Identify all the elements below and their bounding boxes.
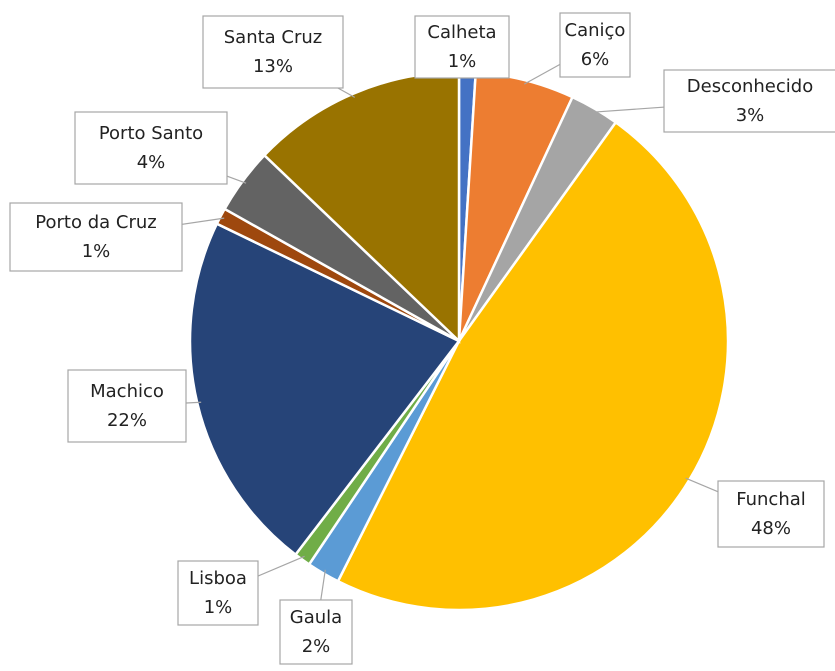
label-box <box>414 15 510 79</box>
label-box <box>663 69 835 133</box>
category-label: Gaula <box>290 607 342 628</box>
value-label: 22% <box>107 410 147 431</box>
category-label: Lisboa <box>189 568 247 589</box>
label-box <box>559 12 631 78</box>
slice <box>188 222 461 557</box>
value-label: 3% <box>736 105 765 126</box>
value-label: 48% <box>751 518 791 539</box>
value-label: 4% <box>137 152 166 173</box>
label-box <box>279 599 353 665</box>
category-label: Machico <box>90 381 164 402</box>
category-label: Caniço <box>565 20 626 41</box>
label-box <box>74 111 228 185</box>
category-label: Santa Cruz <box>224 27 323 48</box>
value-label: 6% <box>581 49 610 70</box>
data-label: Machico 22% <box>67 369 187 443</box>
category-label: Calheta <box>427 22 496 43</box>
value-label: 1% <box>448 51 477 72</box>
category-label: Porto da Cruz <box>35 212 156 233</box>
category-label: Desconhecido <box>687 76 813 97</box>
data-label: Desconhecido 3% <box>663 69 835 133</box>
data-label: Santa Cruz 13% <box>202 15 344 89</box>
category-label: Funchal <box>736 489 806 510</box>
value-label: 13% <box>253 56 293 77</box>
label-box <box>9 202 183 272</box>
data-label: Lisboa 1% <box>177 560 259 626</box>
data-label: Funchal 48% <box>717 480 825 548</box>
data-label: Porto Santo 4% <box>74 111 228 185</box>
value-label: 1% <box>82 241 111 262</box>
data-label: Porto da Cruz 1% <box>9 202 183 272</box>
value-label: 2% <box>302 636 331 657</box>
data-label: Caniço 6% <box>559 12 631 78</box>
value-label: 1% <box>204 597 233 618</box>
label-box <box>717 480 825 548</box>
label-box <box>67 369 187 443</box>
label-box <box>177 560 259 626</box>
data-label: Calheta 1% <box>414 15 510 79</box>
slices <box>188 70 730 612</box>
data-label: Gaula 2% <box>279 599 353 665</box>
label-box <box>202 15 344 89</box>
category-label: Porto Santo <box>99 123 203 144</box>
